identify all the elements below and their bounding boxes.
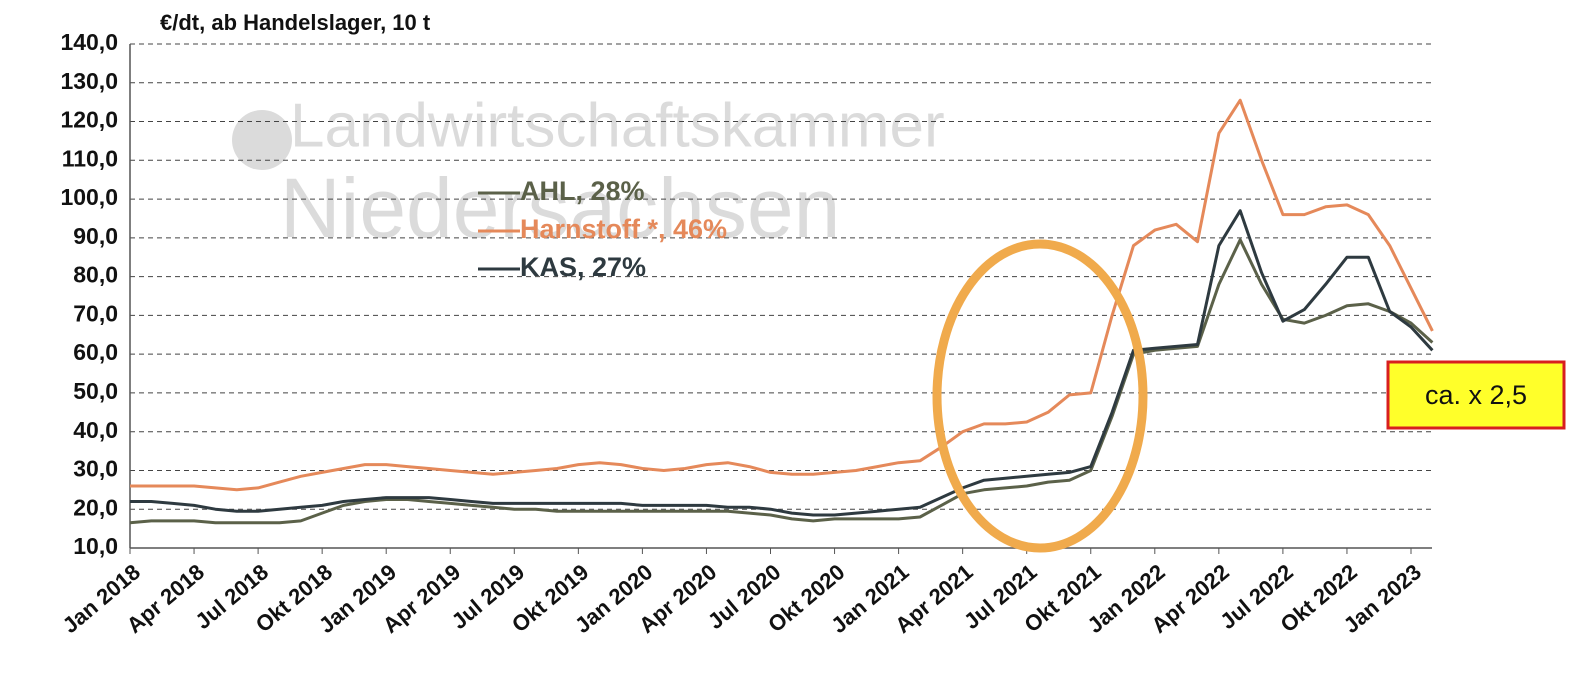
annotation-box — [1386, 360, 1566, 430]
watermark: Niedersachsen — [280, 161, 840, 255]
y-tick-label: 70,0 — [73, 300, 118, 326]
line-series — [130, 98, 1434, 492]
chart-title: €/dt, ab Handelslager, 10 t — [160, 10, 431, 35]
y-tick-label: 40,0 — [73, 417, 118, 443]
y-tick-label: 50,0 — [73, 378, 118, 404]
y-tick-label: 60,0 — [73, 339, 118, 365]
watermark: Landwirtschaftskammer — [290, 91, 945, 160]
legend-label: Harnstoff *, 46% — [520, 214, 727, 244]
y-tick-label: 100,0 — [60, 184, 118, 210]
legend-label: KAS, 27% — [520, 252, 646, 282]
y-tick-label: 10,0 — [73, 533, 118, 559]
highlight-ellipse — [932, 239, 1148, 553]
watermark-logo — [232, 110, 292, 170]
y-tick-label: 90,0 — [73, 223, 118, 249]
legend-label: AHL, 28% — [520, 176, 645, 206]
y-tick-label: 130,0 — [60, 68, 118, 94]
line-series — [129, 238, 1434, 525]
y-tick-label: 140,0 — [60, 29, 118, 55]
y-tick-label: 80,0 — [73, 262, 118, 288]
annotation: ca. x 2,5 — [1425, 380, 1527, 410]
y-tick-label: 120,0 — [60, 107, 118, 133]
line-series — [130, 209, 1434, 517]
y-tick-label: 20,0 — [73, 494, 118, 520]
y-tick-label: 30,0 — [73, 456, 118, 482]
y-tick-label: 110,0 — [62, 145, 118, 171]
